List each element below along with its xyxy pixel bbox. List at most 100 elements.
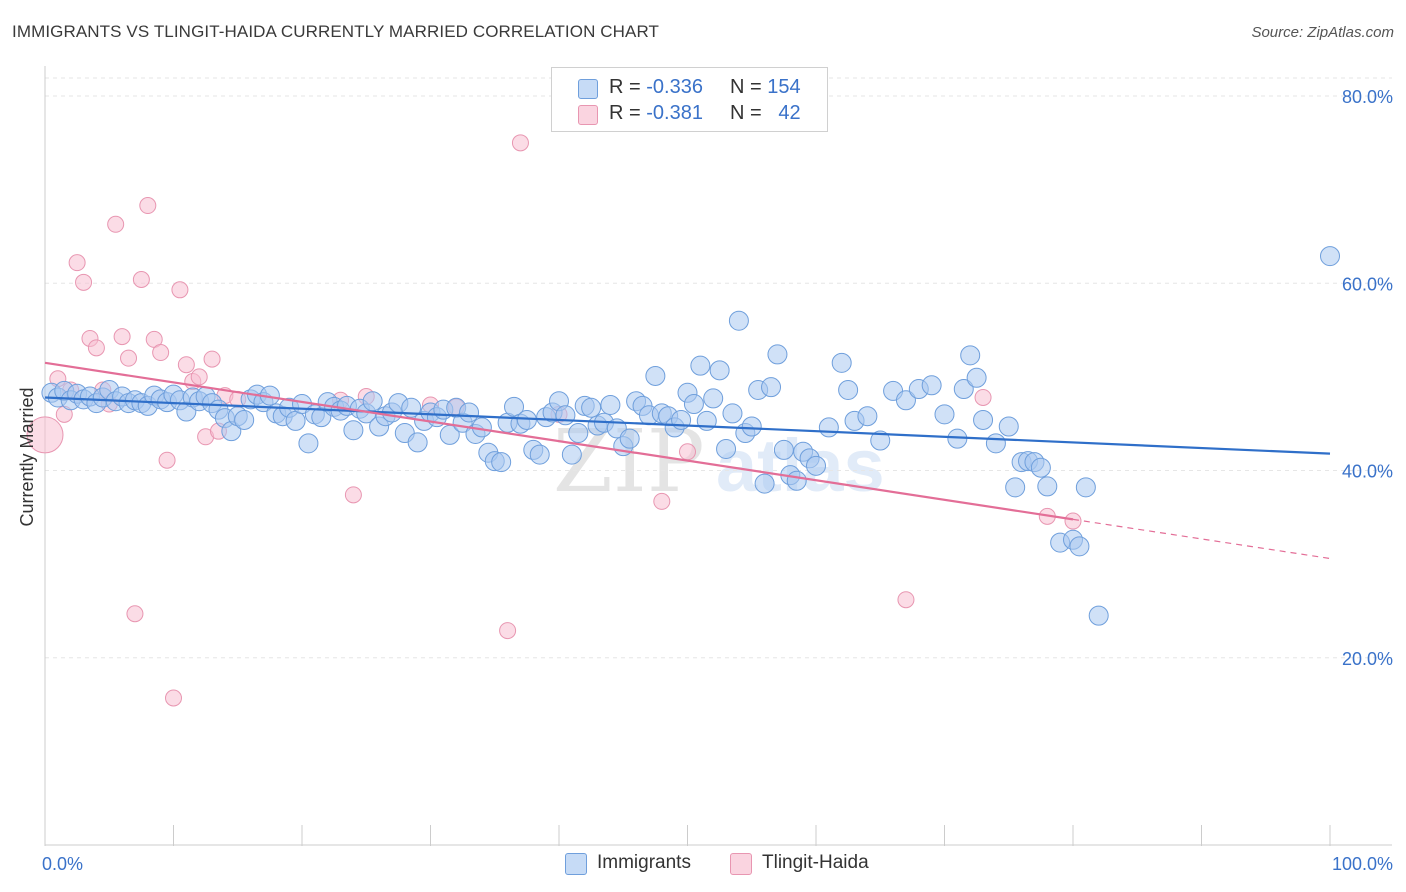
immigrants-point <box>921 375 942 396</box>
immigrants-point <box>529 444 550 465</box>
immigrants-point <box>690 355 711 376</box>
immigrants-point <box>1075 477 1096 498</box>
tlingit-haida-point <box>75 273 93 291</box>
tlingit-haida-trend-line <box>44 361 1074 521</box>
immigrants-point <box>838 379 859 400</box>
immigrants-point <box>767 344 788 365</box>
immigrants-point <box>818 417 839 438</box>
stats-legend: R = -0.336 N = 154 R = -0.381 N = 42 <box>551 67 828 132</box>
immigrants-point <box>1037 476 1058 497</box>
y-tick-label: 80.0% <box>1342 87 1393 107</box>
immigrants-point <box>773 439 794 460</box>
source-label: Source: ZipAtlas.com <box>1251 24 1394 41</box>
immigrants-point <box>234 409 255 430</box>
legend-swatch-blue <box>578 79 598 99</box>
legend-r-label: R = <box>609 102 641 124</box>
immigrants-point <box>786 470 807 491</box>
immigrants-trend-line <box>44 396 1331 455</box>
immigrants-point <box>870 430 891 451</box>
immigrants-point <box>285 410 306 431</box>
bottom-legend-label: Immigrants <box>597 852 691 873</box>
immigrants-point <box>581 397 602 418</box>
tlingit-haida-point <box>165 689 182 707</box>
immigrants-point <box>728 310 749 331</box>
immigrants-point <box>298 433 319 454</box>
immigrants-point <box>985 433 1006 454</box>
immigrants-point <box>491 452 512 473</box>
tlingit-haida-point <box>87 339 105 357</box>
immigrants-point <box>683 394 704 415</box>
immigrants-point <box>343 420 364 441</box>
immigrants-point <box>516 409 537 430</box>
immigrants-point <box>741 416 762 437</box>
immigrants-point <box>966 367 987 388</box>
immigrants-point <box>1030 457 1051 478</box>
tlingit-haida-point <box>152 344 170 362</box>
immigrants-point <box>895 390 916 411</box>
tlingit-haida-point <box>26 416 64 454</box>
tlingit-haida-point <box>158 451 176 469</box>
immigrants-point <box>362 391 383 412</box>
tlingit-haida-point <box>113 328 131 346</box>
immigrants-point <box>722 403 743 424</box>
immigrants-point <box>934 404 955 425</box>
y-tick-label: 40.0% <box>1342 462 1393 482</box>
tlingit-haida-point <box>171 281 189 299</box>
tlingit-haida-point <box>203 350 221 368</box>
tlingit-haida-point <box>139 197 157 215</box>
tlingit-haida-point <box>974 388 992 406</box>
tlingit-haida-point <box>126 605 144 623</box>
immigrants-point <box>568 423 589 444</box>
tlingit-haida-point <box>120 349 138 367</box>
immigrants-point <box>619 428 640 449</box>
tlingit-haida-point <box>499 622 517 640</box>
immigrants-point <box>1005 477 1026 498</box>
bottom-legend-swatch-blue <box>565 853 587 875</box>
legend-r-label: R = <box>609 76 641 98</box>
tlingit-haida-point <box>1064 512 1082 530</box>
immigrants-point <box>973 409 994 430</box>
legend-n-value: 154 <box>767 76 801 98</box>
immigrants-point <box>716 438 737 459</box>
y-tick-label: 60.0% <box>1342 274 1393 294</box>
tlingit-haida-point <box>107 215 125 233</box>
immigrants-point <box>953 379 974 400</box>
tlingit-haida-point <box>653 492 671 510</box>
tlingit-haida-point <box>344 486 362 504</box>
immigrants-point <box>459 402 480 423</box>
tlingit-haida-point <box>511 134 529 152</box>
legend-n-label: N = <box>730 102 762 124</box>
chart-title: IMMIGRANTS VS TLINGIT-HAIDA CURRENTLY MA… <box>12 22 660 41</box>
immigrants-point <box>407 432 428 453</box>
tlingit-haida-trend-extension <box>1072 518 1331 560</box>
immigrants-point <box>1088 605 1109 626</box>
y-axis-label: Currently Married <box>17 387 37 526</box>
tlingit-haida-point <box>679 443 696 461</box>
tlingit-haida-point <box>68 254 86 272</box>
tlingit-haida-point <box>132 271 150 289</box>
bottom-legend-swatch-pink <box>730 853 752 875</box>
immigrants-point <box>761 377 782 398</box>
immigrants-point <box>960 345 981 366</box>
immigrants-point <box>645 365 666 386</box>
legend-swatch-pink <box>578 105 598 125</box>
legend-n-label: N = <box>730 76 762 98</box>
immigrants-point <box>1069 536 1090 557</box>
immigrants-point <box>561 444 582 465</box>
immigrants-point <box>806 455 826 476</box>
legend-r-value: -0.336 <box>646 76 703 98</box>
tlingit-haida-point <box>190 368 208 386</box>
tlingit-haida-point <box>897 591 915 609</box>
y-tick-label: 20.0% <box>1342 649 1393 669</box>
immigrants-point <box>998 416 1019 437</box>
immigrants-point <box>709 360 730 381</box>
immigrants-point <box>754 473 775 494</box>
immigrants-point <box>703 388 724 409</box>
x-tick-label: 100.0% <box>1332 854 1393 874</box>
x-tick-label: 0.0% <box>42 854 83 874</box>
immigrants-point <box>555 405 576 426</box>
legend-r-value: -0.381 <box>646 102 703 124</box>
immigrants-point <box>1320 246 1340 267</box>
bottom-legend-label: Tlingit-Haida <box>762 852 869 873</box>
